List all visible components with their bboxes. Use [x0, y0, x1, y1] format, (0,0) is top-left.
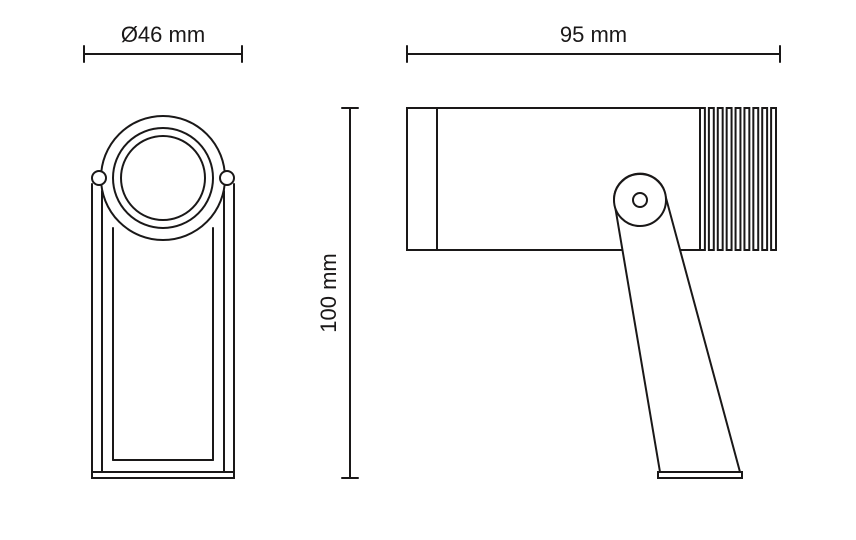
- width-label: 95 mm: [560, 22, 627, 47]
- side-view: [407, 108, 776, 478]
- technical-drawing: Ø46 mm 95 mm 100 mm: [0, 0, 856, 540]
- diameter-label: Ø46 mm: [121, 22, 205, 47]
- front-view: [92, 116, 234, 478]
- height-label: 100 mm: [316, 253, 341, 332]
